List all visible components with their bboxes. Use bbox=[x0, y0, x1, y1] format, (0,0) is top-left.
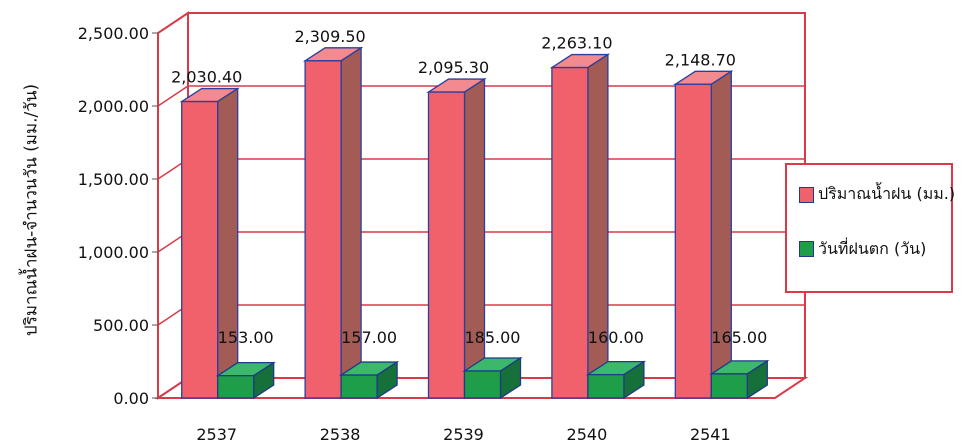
bar-side bbox=[710, 70, 732, 400]
bar-front bbox=[587, 373, 625, 399]
bar-side bbox=[463, 77, 486, 400]
bar-front bbox=[181, 100, 219, 399]
data-label: 2,095.30 bbox=[418, 58, 489, 77]
data-labels: 2,030.40 153.00 2,309.50 157.00 2,095.30 185.… bbox=[171, 27, 767, 347]
y-tick-label: 2,000.00 bbox=[78, 97, 149, 116]
bar-front bbox=[217, 375, 255, 399]
y-tick-label: 0.00 bbox=[113, 389, 149, 408]
data-label: 2,148.70 bbox=[665, 50, 736, 69]
legend-label-rain-days: วันที่ฝนตก (วัน) bbox=[818, 239, 927, 258]
x-tick-label: 2541 bbox=[690, 425, 731, 442]
bar-front bbox=[551, 66, 589, 399]
y-tick-label: 2,500.00 bbox=[78, 24, 149, 43]
gridline bbox=[157, 12, 805, 34]
legend-swatch-rain-days bbox=[799, 241, 814, 257]
data-label: 160.00 bbox=[588, 328, 644, 347]
x-tick-label: 2537 bbox=[196, 425, 237, 442]
data-label: 2,309.50 bbox=[294, 27, 365, 46]
bar-side bbox=[217, 87, 239, 400]
legend-swatch-rainfall bbox=[799, 187, 814, 203]
bar-front bbox=[463, 370, 502, 399]
data-label: 185.00 bbox=[465, 328, 521, 347]
bar-front bbox=[710, 373, 748, 399]
x-tick-label: 2538 bbox=[320, 425, 361, 442]
data-label: 2,030.40 bbox=[171, 68, 242, 87]
bar-front bbox=[674, 83, 712, 399]
y-axis-title: ปริมาณน้ำฝน-จำนวนวัน (มม./วัน) bbox=[21, 83, 42, 337]
bars bbox=[179, 46, 770, 400]
bar-front bbox=[427, 91, 466, 399]
x-tick-label: 2539 bbox=[443, 425, 484, 442]
data-label: 165.00 bbox=[711, 328, 767, 347]
x-tick-label: 2540 bbox=[567, 425, 608, 442]
y-tick-label: 1,500.00 bbox=[78, 170, 149, 189]
bar-front bbox=[304, 60, 342, 399]
y-tick-label: 1,000.00 bbox=[78, 243, 149, 262]
x-axis-ticks: 2537 2538 2539 2540 2541 bbox=[196, 425, 730, 442]
data-label: 153.00 bbox=[218, 328, 274, 347]
legend-label-rainfall: ปริมาณน้ำฝน (มม.) bbox=[818, 184, 956, 203]
legend: ปริมาณน้ำฝน (มม.) วันที่ฝนตก (วัน) bbox=[785, 163, 955, 293]
data-label: 2,263.10 bbox=[541, 34, 612, 53]
y-axis-ticks: 0.00 500.00 1,000.00 1,500.00 2,000.00 2,500.… bbox=[78, 24, 158, 408]
bar-front bbox=[340, 374, 378, 399]
data-label: 157.00 bbox=[341, 328, 397, 347]
y-tick-label: 500.00 bbox=[93, 316, 149, 335]
